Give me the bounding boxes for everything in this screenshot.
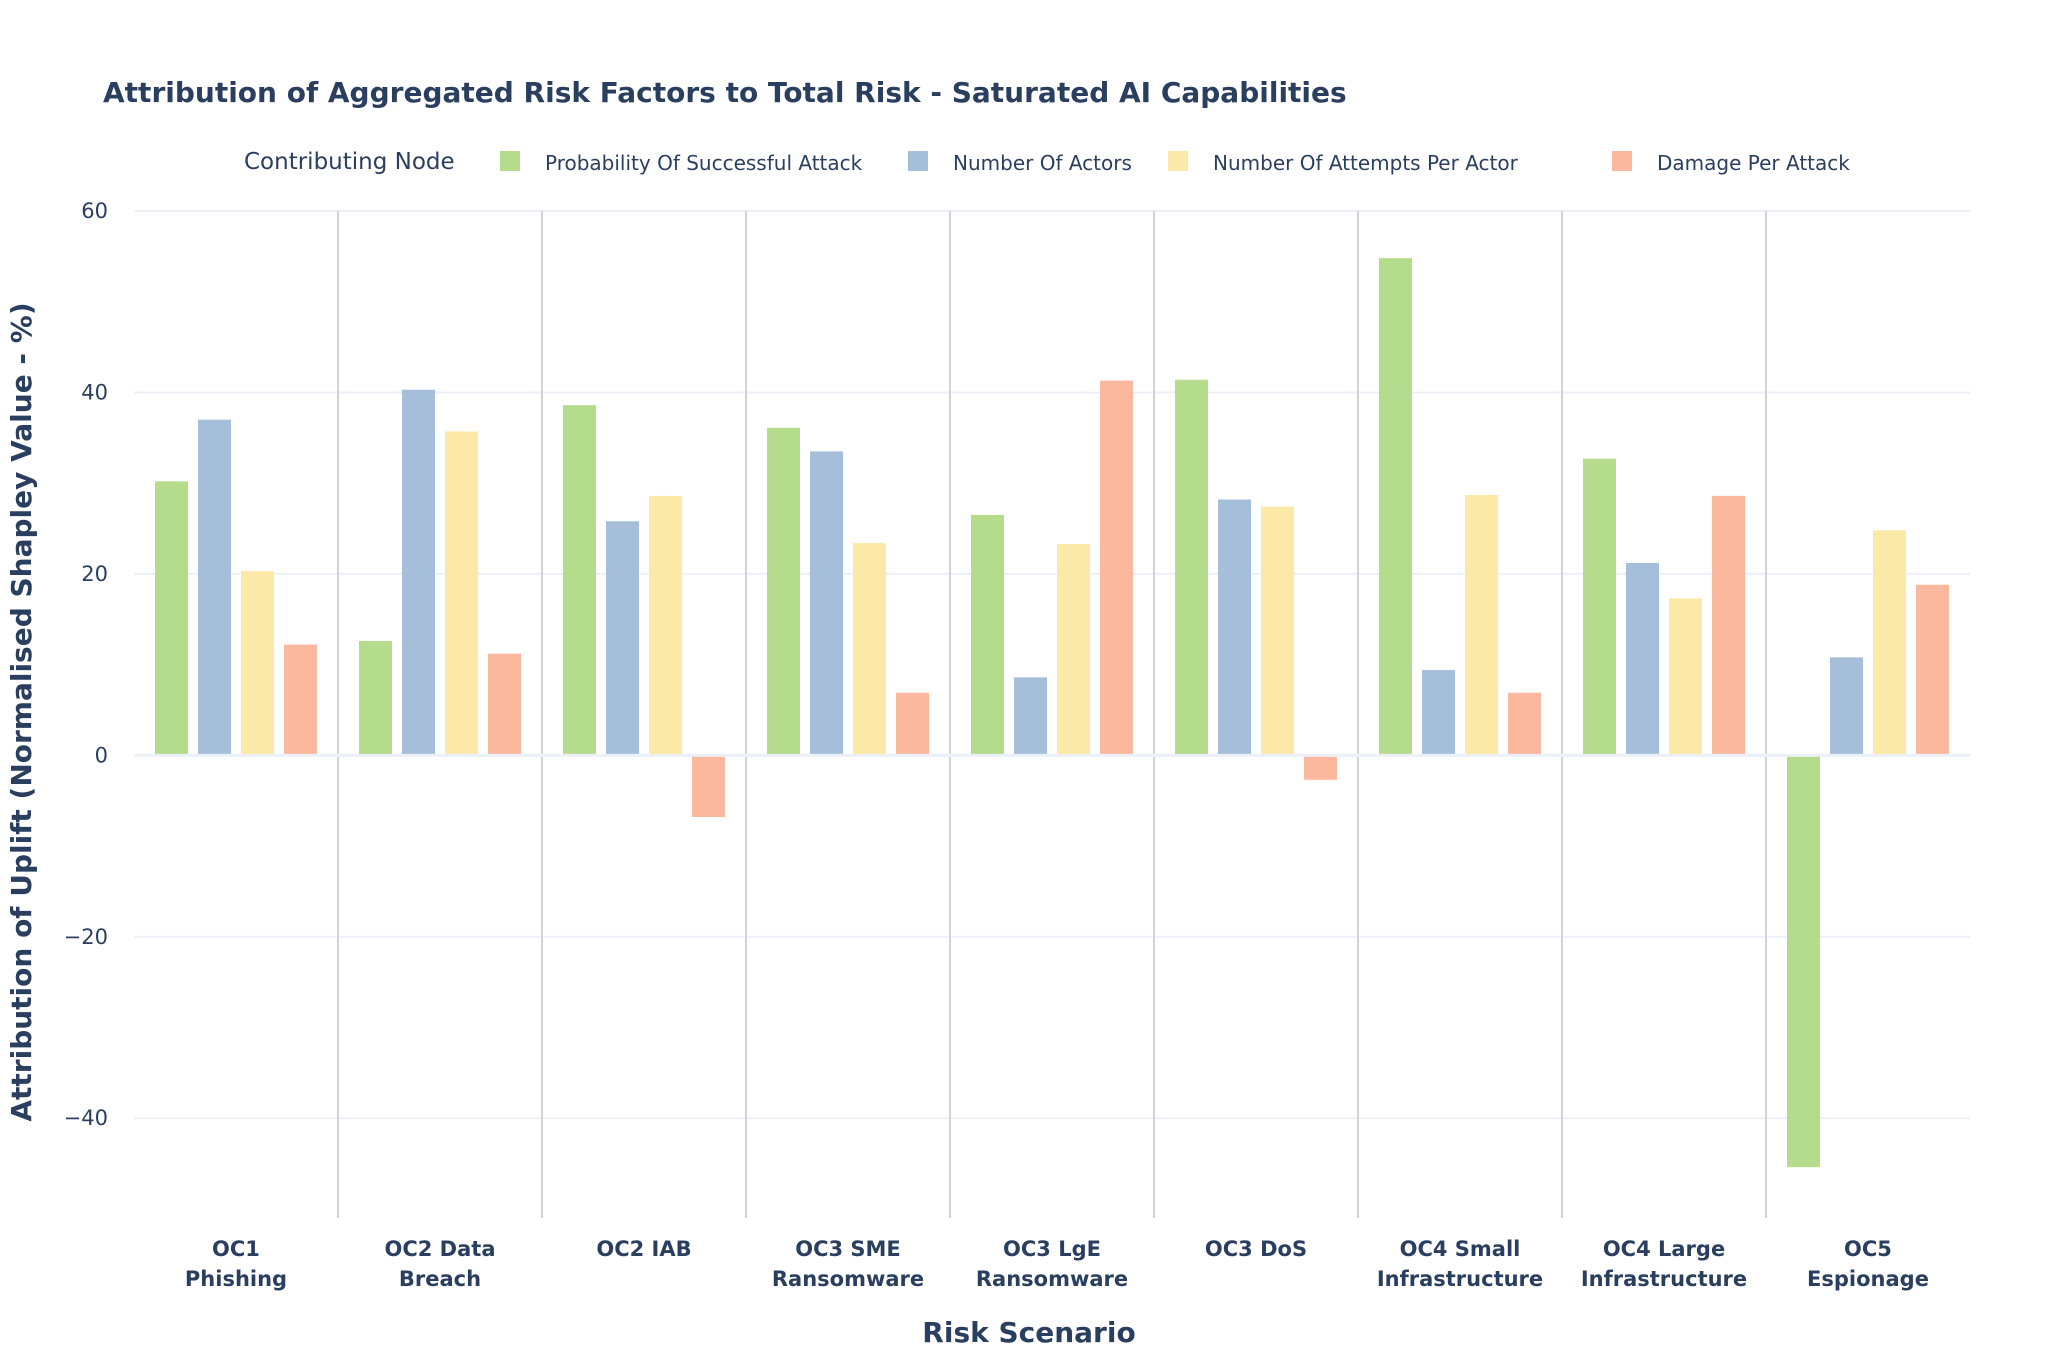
bar-number-of-attempts-per-actor-oc3-lge-ransomware bbox=[1057, 543, 1090, 756]
bar-damage-per-attack-oc3-lge-ransomware bbox=[1100, 380, 1133, 756]
bar-damage-per-attack-oc3-sme-ransomware bbox=[896, 692, 929, 756]
bar-damage-per-attack-oc5-espionage bbox=[1916, 584, 1949, 756]
legend-swatch-damage-per-attack bbox=[1612, 151, 1632, 171]
bar-probability-of-successful-attack-oc4-small-infrastructure bbox=[1379, 258, 1412, 756]
bar-damage-per-attack-oc4-large-infrastructure bbox=[1712, 495, 1745, 756]
legend: Contributing Node Probability Of Successf… bbox=[244, 149, 1850, 175]
bar-number-of-attempts-per-actor-oc4-large-infrastructure bbox=[1669, 598, 1702, 756]
y-tick-label: 60 bbox=[81, 199, 108, 223]
bar-number-of-actors-oc3-lge-ransomware bbox=[1014, 677, 1047, 756]
bar-number-of-attempts-per-actor-oc5-espionage bbox=[1873, 530, 1906, 756]
x-axis-ticks: OC1 Phishing OC2 Data Breach OC2 IAB OC3 SME R… bbox=[185, 1237, 1929, 1291]
bar-probability-of-successful-attack-oc2-iab bbox=[563, 405, 596, 756]
bar-probability-of-successful-attack-oc3-dos bbox=[1175, 379, 1208, 756]
x-tick-label: OC3 LgE Ransomware bbox=[976, 1237, 1128, 1291]
legend-title: Contributing Node bbox=[244, 149, 455, 175]
bar-number-of-actors-oc1-phishing bbox=[198, 419, 231, 756]
bar-number-of-attempts-per-actor-oc4-small-infrastructure bbox=[1465, 494, 1498, 756]
bar-number-of-actors-oc2-iab bbox=[606, 521, 639, 756]
category-separators bbox=[337, 211, 1767, 1218]
x-tick-label: OC5 Espionage bbox=[1807, 1237, 1929, 1291]
bar-number-of-attempts-per-actor-oc2-data-breach bbox=[445, 431, 478, 756]
y-tick-label: 20 bbox=[81, 562, 108, 586]
bar-number-of-actors-oc4-small-infrastructure bbox=[1422, 670, 1455, 756]
bar-probability-of-successful-attack-oc5-espionage bbox=[1787, 755, 1820, 1168]
legend-swatch-probability-of-successful-attack bbox=[500, 151, 520, 171]
bar-damage-per-attack-oc4-small-infrastructure bbox=[1508, 692, 1541, 756]
bars bbox=[155, 258, 1949, 1168]
y-tick-label: −40 bbox=[64, 1106, 108, 1130]
bar-number-of-actors-oc3-dos bbox=[1218, 499, 1251, 756]
y-axis-title: Attribution of Uplift (Normalised Shaple… bbox=[5, 302, 38, 1121]
y-tick-label: 40 bbox=[81, 380, 108, 404]
gridlines bbox=[134, 210, 1970, 1120]
bar-number-of-actors-oc4-large-infrastructure bbox=[1626, 562, 1659, 756]
x-tick-label: OC4 Large Infrastructure bbox=[1581, 1237, 1747, 1291]
y-tick-label: −20 bbox=[64, 925, 108, 949]
legend-label-number-of-attempts-per-actor: Number Of Attempts Per Actor bbox=[1213, 151, 1519, 175]
legend-label-damage-per-attack: Damage Per Attack bbox=[1657, 151, 1850, 175]
bar-number-of-actors-oc3-sme-ransomware bbox=[810, 451, 843, 756]
bar-number-of-actors-oc2-data-breach bbox=[402, 389, 435, 756]
legend-label-probability-of-successful-attack: Probability Of Successful Attack bbox=[545, 151, 863, 175]
bar-number-of-actors-oc5-espionage bbox=[1830, 657, 1863, 756]
bar-probability-of-successful-attack-oc2-data-breach bbox=[359, 641, 392, 756]
legend-swatch-number-of-attempts-per-actor bbox=[1168, 151, 1188, 171]
legend-label-number-of-actors: Number Of Actors bbox=[953, 151, 1132, 175]
bar-damage-per-attack-oc3-dos bbox=[1304, 755, 1337, 780]
x-tick-label: OC3 SME Ransomware bbox=[772, 1237, 924, 1291]
x-tick-label: OC2 IAB bbox=[596, 1237, 691, 1261]
x-axis-title: Risk Scenario bbox=[922, 1316, 1135, 1349]
x-tick-label: OC3 DoS bbox=[1205, 1237, 1307, 1261]
bar-damage-per-attack-oc2-iab bbox=[692, 755, 725, 818]
bar-number-of-attempts-per-actor-oc3-sme-ransomware bbox=[853, 543, 886, 756]
x-tick-label: OC2 Data Breach bbox=[385, 1237, 496, 1291]
legend-swatch-number-of-actors bbox=[908, 151, 928, 171]
bar-number-of-attempts-per-actor-oc1-phishing bbox=[241, 571, 274, 756]
bar-probability-of-successful-attack-oc3-sme-ransomware bbox=[767, 427, 800, 756]
bar-damage-per-attack-oc1-phishing bbox=[284, 644, 317, 756]
chart-title: Attribution of Aggregated Risk Factors t… bbox=[103, 76, 1347, 109]
bar-number-of-attempts-per-actor-oc2-iab bbox=[649, 495, 682, 756]
bar-probability-of-successful-attack-oc1-phishing bbox=[155, 481, 188, 756]
bar-probability-of-successful-attack-oc4-large-infrastructure bbox=[1583, 458, 1616, 756]
x-tick-label: OC1 Phishing bbox=[185, 1237, 287, 1291]
x-tick-label: OC4 Small Infrastructure bbox=[1377, 1237, 1543, 1291]
bar-damage-per-attack-oc2-data-breach bbox=[488, 653, 521, 756]
y-axis-ticks: 60 40 20 0 −20 −40 bbox=[64, 199, 108, 1130]
y-tick-label: 0 bbox=[95, 743, 108, 767]
bar-probability-of-successful-attack-oc3-lge-ransomware bbox=[971, 514, 1004, 756]
bar-number-of-attempts-per-actor-oc3-dos bbox=[1261, 506, 1294, 756]
